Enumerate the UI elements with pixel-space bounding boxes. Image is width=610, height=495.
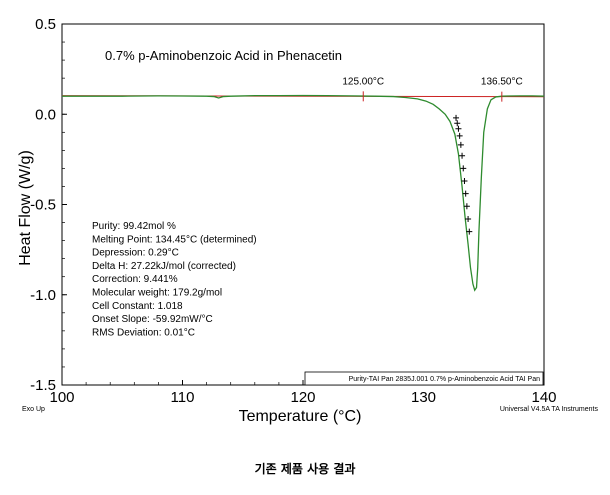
exo-up-label: Exo Up: [22, 406, 45, 413]
dsc-chart: 0.5 0.0 -0.5 -1.0 -1.5 100 110 120 130 140 125.0…: [17, 16, 599, 425]
figure-caption: 기존 제품 사용 결과: [254, 462, 356, 476]
purity-result-line: RMS Deviation: 0.01°C: [92, 327, 195, 338]
file-label: Purity-TAI Pan 2835J.001 0.7% p-Aminoben…: [349, 376, 541, 383]
purity-result-line: Cell Constant: 1.018: [92, 301, 183, 312]
y-axis: 0.5 0.0 -0.5 -1.0 -1.5: [30, 16, 67, 394]
fit-point: [466, 228, 473, 235]
y-tick-label: -0.5: [30, 197, 56, 214]
chart-title: 0.7% p-Aminobenzoic Acid in Phenacetin: [105, 48, 342, 63]
purity-result-line: Correction: 9.441%: [92, 274, 178, 285]
purity-result-line: Purity: 99.42mol %: [92, 221, 176, 232]
temperature-markers: 125.00°C 136.50°C: [342, 76, 523, 102]
temperature-marker-label: 125.00°C: [342, 76, 384, 87]
purity-results: Purity: 99.42mol % Melting Point: 134.45°…: [92, 221, 257, 338]
x-axis: 100 110 120 130 140: [49, 380, 557, 406]
x-tick-label: 130: [411, 389, 436, 406]
x-tick-label: 140: [531, 389, 556, 406]
x-tick-label: 110: [171, 389, 195, 406]
purity-result-line: Molecular weight: 179.2g/mol: [92, 288, 222, 299]
fit-point: [459, 152, 466, 159]
y-tick-label: -1.5: [30, 377, 56, 394]
purity-result-line: Melting Point: 134.45°C (determined): [92, 234, 257, 245]
y-axis-title: Heat Flow (W/g): [17, 150, 34, 266]
y-tick-label: -1.0: [30, 287, 56, 304]
fit-point: [460, 165, 467, 172]
heat-flow-curve: [62, 94, 545, 292]
temperature-marker-label: 136.50°C: [481, 77, 523, 88]
fit-point: [456, 132, 463, 139]
fit-point: [453, 114, 460, 121]
fit-point: [462, 190, 469, 197]
x-axis-title: Temperature (°C): [239, 408, 362, 425]
fit-point: [455, 125, 462, 132]
fit-point: [461, 178, 468, 185]
fit-point: [463, 203, 470, 210]
fit-point: [457, 141, 464, 148]
purity-result-line: Delta H: 27.22kJ/mol (corrected): [92, 261, 236, 272]
x-tick-label: 100: [49, 389, 74, 406]
y-tick-label: 0.0: [35, 106, 56, 123]
fit-point: [465, 215, 472, 222]
file-label-box: Purity-TAI Pan 2835J.001 0.7% p-Aminoben…: [304, 371, 544, 386]
purity-result-line: Depression: 0.29°C: [92, 248, 179, 259]
series-layer: [61, 94, 545, 292]
instrument-label: Universal V4.5A TA Instruments: [500, 406, 599, 413]
x-tick-label: 120: [290, 389, 315, 406]
purity-result-line: Onset Slope: -59.92mW/°C: [92, 314, 213, 325]
fit-point: [454, 120, 461, 127]
y-tick-label: 0.5: [35, 16, 56, 33]
